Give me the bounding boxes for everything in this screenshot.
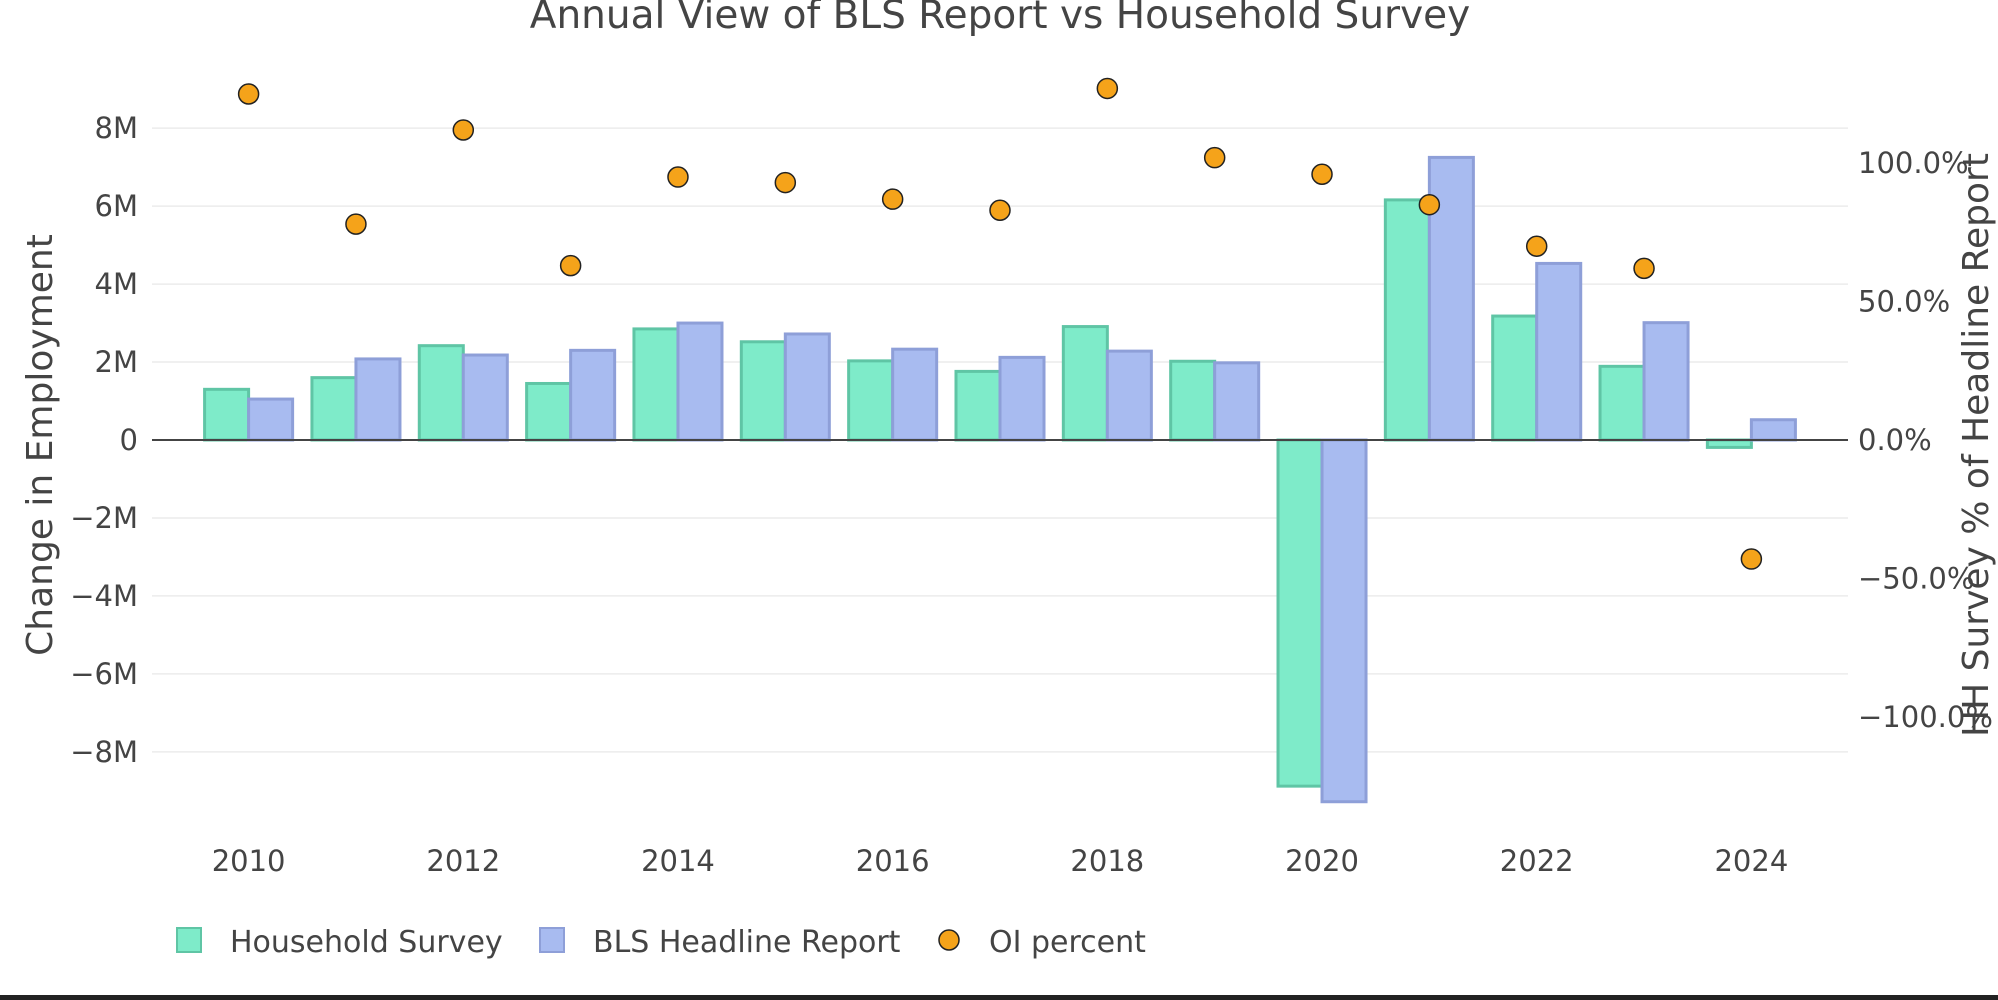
y-tick-label: −2M <box>70 501 138 535</box>
x-tick-label: 2012 <box>426 844 500 878</box>
x-tick-label: 2010 <box>212 844 286 878</box>
bar <box>676 321 724 442</box>
oi-point <box>1311 163 1333 186</box>
x-tick-label: 2020 <box>1285 844 1359 878</box>
x-tick-label: 2022 <box>1500 844 1574 878</box>
legend-swatch-household-survey <box>176 927 202 953</box>
oi-point <box>881 188 904 210</box>
bar <box>310 376 358 442</box>
bar <box>354 357 402 442</box>
legend-label-oi-percent: OI percent <box>989 925 1146 960</box>
bar <box>1749 418 1797 442</box>
bar <box>203 387 251 442</box>
bar <box>783 332 831 442</box>
x-tick-label: 2018 <box>1070 844 1144 878</box>
legend[interactable]: Household Survey BLS Headline Report OI … <box>176 925 1146 960</box>
oi-point <box>1096 77 1119 100</box>
y-tick-label: 8M <box>95 111 138 145</box>
y-axis-title: Change in Employment <box>20 234 61 656</box>
legend-item-oi-percent[interactable]: OI percent <box>938 925 1146 960</box>
bar <box>1320 438 1368 804</box>
y-tick-label: 4M <box>95 267 138 301</box>
oi-point <box>1203 146 1226 169</box>
oi-point <box>1740 548 1763 570</box>
y2-axis-title: HH Survey % of Headline Report <box>1956 153 1997 737</box>
y-tick-label: −4M <box>70 579 138 613</box>
y-tick-label: 6M <box>95 189 138 223</box>
legend-label-bls-headline-report: BLS Headline Report <box>593 925 901 960</box>
oi-point <box>452 119 475 141</box>
y-tick-label: 2M <box>95 345 138 379</box>
bar <box>739 340 787 442</box>
y-tick-label: −8M <box>70 735 138 769</box>
oi-point <box>1633 257 1655 280</box>
tick-labels: −8M −6M −4M −2M 0 2M 4M 6M 8M −100.0% −50.0% 0.0% 50… <box>70 111 1993 878</box>
bar <box>1169 359 1217 442</box>
bar <box>891 347 939 442</box>
x-tick-label: 2024 <box>1714 844 1788 878</box>
bar <box>525 381 573 442</box>
oi-point <box>345 213 367 235</box>
bar <box>1105 349 1153 442</box>
oi-point <box>667 166 689 188</box>
bar <box>1535 261 1583 442</box>
y2-tick-label: 50.0% <box>1858 285 1950 319</box>
bar <box>417 344 465 442</box>
chart-title: Annual View of BLS Report vs Household S… <box>530 0 1470 38</box>
y-tick-label: −6M <box>70 657 138 691</box>
oi-point <box>559 254 582 277</box>
oi-point <box>1418 193 1441 216</box>
oi-point <box>774 171 797 194</box>
x-tick-label: 2014 <box>641 844 715 878</box>
x-tick-label: 2016 <box>856 844 930 878</box>
legend-marker-oi-percent <box>938 929 960 951</box>
legend-item-household-survey[interactable]: Household Survey <box>176 925 503 960</box>
y2-tick-label: −100.0% <box>1858 700 1993 734</box>
bar <box>569 348 617 442</box>
bar <box>1427 155 1475 442</box>
oi-point <box>237 83 260 105</box>
y-tick-label: 0 <box>120 423 138 457</box>
oi-points <box>237 77 1763 570</box>
legend-label-household-survey: Household Survey <box>230 925 503 960</box>
bar <box>847 359 895 442</box>
bar <box>1598 364 1646 442</box>
bar <box>1705 438 1753 449</box>
bar <box>954 369 1002 442</box>
bar <box>998 355 1046 442</box>
bar <box>1213 361 1261 442</box>
y2-tick-label: −50.0% <box>1858 561 1974 595</box>
oi-point <box>1525 235 1548 257</box>
bars <box>203 155 1797 804</box>
y2-tick-label: 100.0% <box>1858 146 1969 180</box>
bar <box>247 397 295 442</box>
bar <box>461 353 509 442</box>
bar <box>1383 198 1431 442</box>
bar <box>1642 321 1690 442</box>
bar <box>632 327 680 442</box>
bottom-rule <box>0 995 1998 1000</box>
bar <box>1491 314 1539 442</box>
bar <box>1061 325 1109 442</box>
y2-tick-label: 0.0% <box>1858 423 1932 457</box>
bar <box>1276 438 1324 788</box>
oi-point <box>989 199 1011 221</box>
legend-swatch-bls-headline-report <box>539 927 565 953</box>
legend-item-bls-headline-report[interactable]: BLS Headline Report <box>539 925 901 960</box>
